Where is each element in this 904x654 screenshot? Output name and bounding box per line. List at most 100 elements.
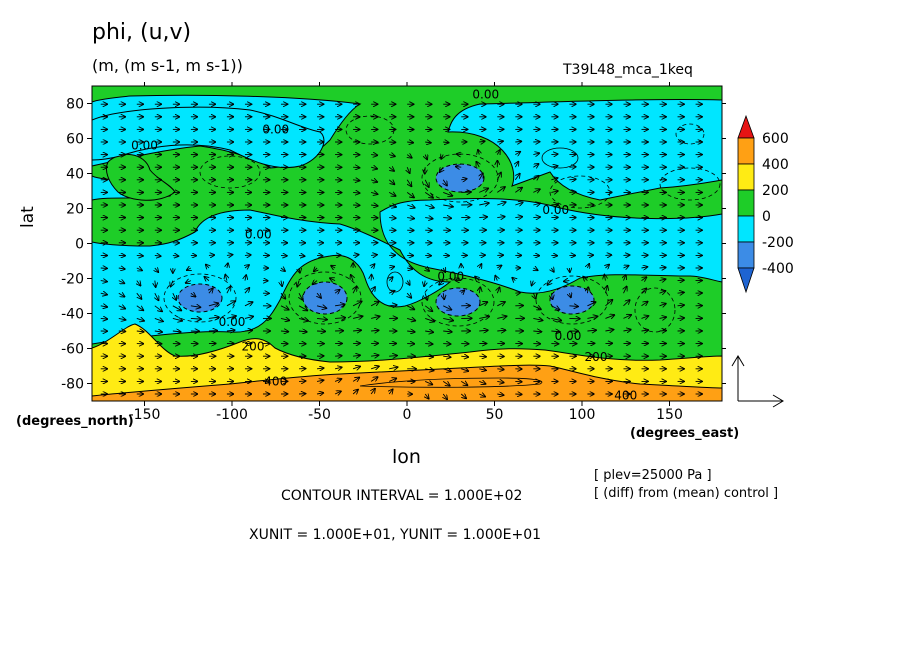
wind-vector <box>186 281 192 283</box>
wind-vector <box>479 217 487 218</box>
wind-vector <box>497 394 503 395</box>
wind-vector <box>642 277 647 280</box>
wind-vector <box>136 305 144 311</box>
wind-vector <box>407 331 415 332</box>
wind-vector <box>497 302 505 306</box>
y-tick-label: -40 <box>61 307 84 323</box>
wind-vector <box>370 366 379 369</box>
run-name: T39L48_mca_1keq <box>563 62 693 78</box>
wind-vector <box>441 155 443 159</box>
wind-vector <box>226 330 235 331</box>
wind-vector <box>460 394 466 398</box>
wind-vector <box>425 142 431 143</box>
low-center-north <box>435 163 485 193</box>
wind-vector <box>443 293 444 299</box>
wind-vector <box>659 291 666 293</box>
wind-vector <box>479 381 485 383</box>
wind-vector <box>497 287 499 294</box>
wind-vector <box>190 306 201 307</box>
x-tick-label: -150 <box>129 407 161 423</box>
wind-vector <box>155 292 159 300</box>
x-tick-label: 100 <box>569 407 596 423</box>
wind-vector <box>515 162 518 168</box>
wind-vector <box>226 316 236 318</box>
wind-vector <box>154 255 161 256</box>
wind-vector <box>497 369 504 370</box>
y-tick-label: -60 <box>61 342 84 358</box>
wind-vector <box>406 306 414 310</box>
wind-vector <box>245 288 249 294</box>
wind-vector <box>371 330 378 331</box>
wind-vector <box>245 275 246 281</box>
wind-vector <box>497 217 504 218</box>
wind-vector <box>456 167 462 168</box>
wind-vector <box>407 142 413 143</box>
wind-vector <box>623 266 628 268</box>
wind-vector <box>641 288 647 293</box>
contour-label: 400 <box>614 389 637 403</box>
pressure-level-note: [ plev=25000 Pa ] <box>594 468 712 483</box>
wind-vector <box>280 331 288 332</box>
wind-vector <box>280 255 287 256</box>
wind-vector <box>605 300 612 307</box>
wind-vector <box>389 218 396 219</box>
wind-vector <box>407 167 410 173</box>
x-tick-label: 50 <box>486 407 504 423</box>
wind-vector <box>190 318 201 319</box>
wind-vector <box>406 192 414 197</box>
wind-vector <box>118 318 126 319</box>
wind-vector <box>388 378 396 381</box>
wind-vector <box>479 141 484 142</box>
wind-vector <box>226 255 233 256</box>
wind-vector <box>623 330 630 331</box>
wind-vector <box>425 155 427 160</box>
wind-vector <box>425 381 432 384</box>
wind-vector <box>479 394 485 397</box>
wind-vector <box>564 281 570 282</box>
wind-vector <box>587 330 596 331</box>
wind-vector <box>479 203 489 205</box>
wind-vector <box>479 287 480 294</box>
wind-vector <box>443 142 448 143</box>
wind-vector <box>533 203 540 205</box>
wind-vector <box>371 192 377 194</box>
wind-vector <box>204 277 208 281</box>
colorbar: 600 400 200 0 -200 -400 <box>737 114 794 294</box>
wind-vector <box>353 167 359 168</box>
wind-vector <box>623 300 629 307</box>
wind-vector <box>604 275 605 281</box>
colorbar-tick-label: 600 <box>762 131 789 147</box>
wind-vector <box>461 179 466 180</box>
low-center-south-3 <box>435 287 481 317</box>
wind-vector <box>208 317 219 318</box>
wind-vector <box>312 281 317 285</box>
wind-vector <box>551 166 557 167</box>
wind-vector <box>425 394 428 399</box>
colorbar-top-triangle <box>737 114 755 139</box>
wind-vector <box>137 280 141 286</box>
wind-vector <box>407 293 411 298</box>
low-center-south-4 <box>549 285 595 315</box>
wind-vector <box>353 330 361 331</box>
wind-vector <box>425 268 429 271</box>
wind-vector <box>587 302 595 306</box>
wind-vector <box>136 331 144 332</box>
wind-vector <box>443 306 451 310</box>
wind-vector <box>587 316 597 318</box>
wind-vector <box>225 275 227 281</box>
colorbar-0-200 <box>737 189 755 217</box>
colorbar-neg200-0 <box>737 215 755 243</box>
wind-vector <box>533 164 538 167</box>
wind-vector <box>551 178 557 180</box>
wind-vector <box>353 192 359 193</box>
wind-vector <box>118 268 125 269</box>
wind-vector <box>443 192 452 195</box>
wind-vector <box>551 204 558 205</box>
wind-vector <box>227 263 228 268</box>
wind-vector <box>226 301 235 307</box>
wind-vector <box>314 268 317 271</box>
contour-interval-note: CONTOUR INTERVAL = 1.000E+02 <box>281 488 523 504</box>
wind-vector <box>443 268 445 272</box>
wind-vector <box>641 330 649 331</box>
wind-vector <box>623 315 631 318</box>
